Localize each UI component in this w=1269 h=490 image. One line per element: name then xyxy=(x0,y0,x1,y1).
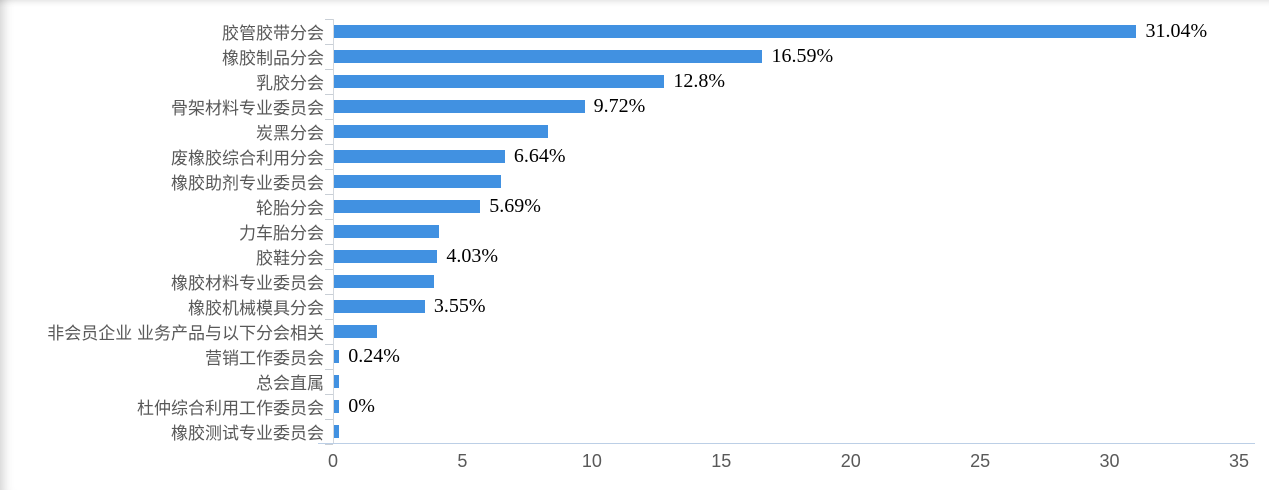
x-axis-tick-label: 30 xyxy=(1099,451,1120,471)
bar-row: 骨架材料专业委员会 9.72% xyxy=(0,94,1239,120)
x-axis-tick-label: 20 xyxy=(840,451,861,471)
category-label: 炭黑分会 xyxy=(256,124,324,143)
x-axis-line xyxy=(318,443,1255,444)
bar-track: 12.8% xyxy=(333,69,1239,94)
bar xyxy=(333,125,548,138)
bar xyxy=(333,100,585,113)
x-axis-tick-label: 35 xyxy=(1228,451,1250,471)
bar-track: 9.72% xyxy=(333,94,1239,119)
bar-track xyxy=(333,219,1239,244)
x-axis-tick-label: 15 xyxy=(711,451,732,471)
value-label: 31.04% xyxy=(1145,20,1208,42)
bar xyxy=(333,50,763,63)
bar-track: 0% xyxy=(333,394,1239,419)
bar-row: 胶鞋分会 4.03% xyxy=(0,244,1239,270)
category-label: 橡胶材料专业委员会 xyxy=(171,274,324,293)
category-label: 杜仲综合利用工作委员会 xyxy=(137,399,324,418)
x-axis-tick-label: 10 xyxy=(581,451,602,471)
bar-track xyxy=(333,369,1239,394)
bar-row: 橡胶助剂专业委员会 xyxy=(0,169,1239,195)
category-label: 胶管胶带分会 xyxy=(222,24,324,43)
x-axis-tick-label: 25 xyxy=(970,451,991,471)
category-label: 乳胶分会 xyxy=(256,74,324,93)
bar-track: 16.59% xyxy=(333,44,1239,69)
bar-track xyxy=(333,319,1239,344)
bar-track: 4.03% xyxy=(333,244,1239,269)
value-label: 4.03% xyxy=(446,245,498,267)
bar-track xyxy=(333,419,1239,444)
bar xyxy=(333,375,340,388)
value-label: 6.64% xyxy=(513,145,566,167)
category-label: 营销工作委员会 xyxy=(205,349,324,368)
category-label: 力车胎分会 xyxy=(239,224,324,243)
bar-row: 橡胶制品分会 16.59% xyxy=(0,44,1239,70)
bar-track xyxy=(333,119,1239,144)
bar xyxy=(333,350,340,363)
category-label: 废橡胶综合利用分会 xyxy=(171,149,324,168)
category-label: 橡胶制品分会 xyxy=(222,49,324,68)
bar-track: 31.04% xyxy=(333,19,1239,44)
y-axis-line xyxy=(333,19,334,443)
bar xyxy=(333,425,340,438)
bar-chart-plot-area: 胶管胶带分会 31.04% 橡胶制品分会 16.59% 乳胶分会 12.8% 骨… xyxy=(0,18,1239,445)
bar xyxy=(333,275,434,288)
value-label: 0.24% xyxy=(348,345,400,367)
value-label: 3.55% xyxy=(433,295,486,317)
bar xyxy=(333,150,505,163)
bar-row: 乳胶分会 12.8% xyxy=(0,69,1239,95)
bar xyxy=(333,400,340,413)
bar-row: 橡胶材料专业委员会 xyxy=(0,269,1239,295)
bar xyxy=(333,175,502,188)
bar xyxy=(333,325,377,338)
bar-row: 橡胶测试专业委员会 xyxy=(0,419,1239,445)
category-label: 非会员企业 业务产品与以下分会相关 xyxy=(47,324,324,343)
bar-row: 营销工作委员会 0.24% xyxy=(0,344,1239,370)
value-label: 5.69% xyxy=(489,195,541,217)
bar-track: 6.64% xyxy=(333,144,1239,169)
bar-row: 废橡胶综合利用分会 6.64% xyxy=(0,144,1239,170)
category-label: 骨架材料专业委员会 xyxy=(171,99,324,118)
value-label: 12.8% xyxy=(673,70,725,92)
bar-row: 轮胎分会 5.69% xyxy=(0,194,1239,220)
x-axis-tick-row: 0 5 10 15 20 25 30 35 xyxy=(328,451,1249,475)
bar-row: 力车胎分会 xyxy=(0,219,1239,245)
bar xyxy=(333,250,438,263)
bar-row: 非会员企业 业务产品与以下分会相关 xyxy=(0,319,1239,345)
bar xyxy=(333,200,481,213)
bar-track xyxy=(333,169,1239,194)
x-axis-tick-label: 0 xyxy=(327,451,339,471)
bar-track: 3.55% xyxy=(333,294,1239,319)
bar-row: 总会直属 xyxy=(0,369,1239,395)
bar-row: 杜仲综合利用工作委员会 0% xyxy=(0,394,1239,420)
value-label: 16.59% xyxy=(771,45,834,67)
bar xyxy=(333,300,425,313)
bar-row: 胶管胶带分会 31.04% xyxy=(0,18,1239,45)
category-label: 橡胶助剂专业委员会 xyxy=(171,174,324,193)
bar-track: 0.24% xyxy=(333,344,1239,369)
category-label: 胶鞋分会 xyxy=(256,249,324,268)
bar-track xyxy=(333,269,1239,294)
value-label: 0% xyxy=(348,395,375,417)
category-label: 总会直属 xyxy=(256,374,324,393)
bar-track: 5.69% xyxy=(333,194,1239,219)
category-label: 橡胶测试专业委员会 xyxy=(171,424,324,443)
bar xyxy=(333,225,440,238)
x-axis-tick-label: 5 xyxy=(457,451,468,471)
value-label: 9.72% xyxy=(593,95,646,117)
bar xyxy=(333,75,665,88)
category-label: 轮胎分会 xyxy=(256,199,324,218)
bar xyxy=(333,25,1137,38)
bar-row: 橡胶机械模具分会 3.55% xyxy=(0,294,1239,320)
category-label: 橡胶机械模具分会 xyxy=(188,299,324,318)
bar-row: 炭黑分会 xyxy=(0,119,1239,145)
